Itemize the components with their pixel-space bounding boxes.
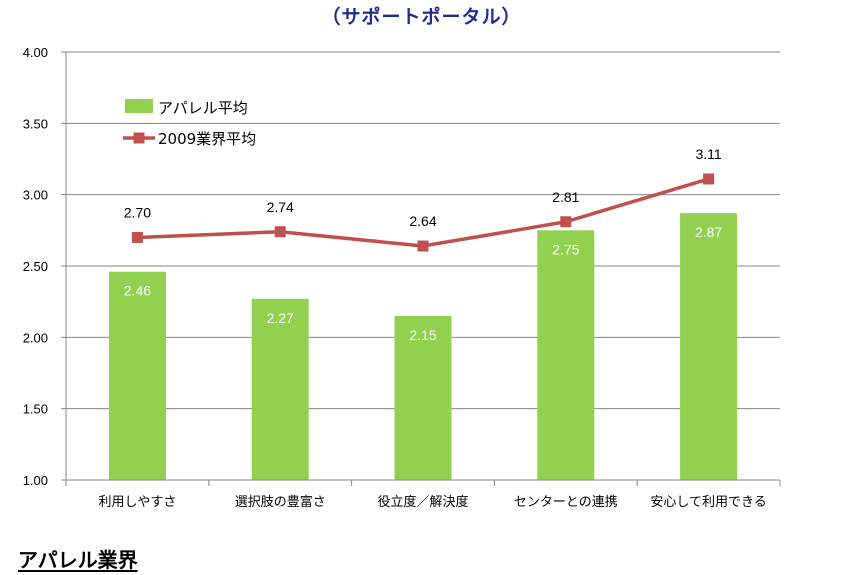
bar-value-label: 2.87 [695,224,722,240]
line-labels: 2.70 2.74 2.64 2.81 3.11 [124,146,722,229]
y-tick-label: 4.00 [23,45,48,60]
line-marker [131,231,143,243]
bar-value-label: 2.15 [409,327,436,343]
bar-value-label: 2.46 [124,283,151,299]
x-tick-label: 役立度／解決度 [377,494,468,510]
bar [394,315,452,480]
y-axis: 1.00 1.50 2.00 2.50 3.00 3.50 4.00 [23,45,67,488]
chart-title: （サポートポータル） [321,6,522,28]
section-heading: アパレル業界 [18,548,138,572]
line-value-label: 2.70 [124,204,151,220]
x-tick-label: 安心して利用できる [650,495,766,510]
bar [537,230,595,480]
line-marker [560,216,572,228]
legend-swatch-bar [125,99,153,113]
line-value-label: 2.81 [552,189,579,205]
bar [108,271,166,480]
bar-value-label: 2.27 [267,310,294,326]
bar-value-label: 2.75 [552,241,579,257]
y-tick-label: 3.00 [23,188,48,203]
y-tick-label: 2.50 [23,259,48,274]
x-axis: 利用しやすさ 選択肢の豊富さ 役立度／解決度 センターとの連携 安心して利用できる [65,479,781,510]
y-tick-label: 1.50 [23,402,48,417]
line-value-label: 2.74 [267,199,294,215]
line-marker [274,226,286,238]
line-value-label: 2.64 [409,213,436,229]
bars [108,213,738,481]
line-marker [703,173,715,185]
bar [680,213,738,481]
bar [251,298,309,480]
legend-label-line: 2009業界平均 [158,130,256,148]
bar-labels: 2.46 2.27 2.15 2.75 2.87 [124,224,723,343]
line-marker [417,240,429,252]
legend-marker-line [133,132,145,144]
x-tick-label: センターとの連携 [514,494,618,510]
x-tick-label: 利用しやすさ [98,495,176,510]
y-tick-label: 3.50 [23,116,48,131]
y-tick-label: 2.00 [23,330,48,345]
line-series [131,173,715,252]
x-tick-label: 選択肢の豊富さ [235,494,326,510]
legend: アパレル平均 2009業界平均 [123,99,256,148]
y-tick-label: 1.00 [23,473,48,488]
legend-label-bar: アパレル平均 [158,99,248,117]
line-value-label: 3.11 [695,146,721,162]
